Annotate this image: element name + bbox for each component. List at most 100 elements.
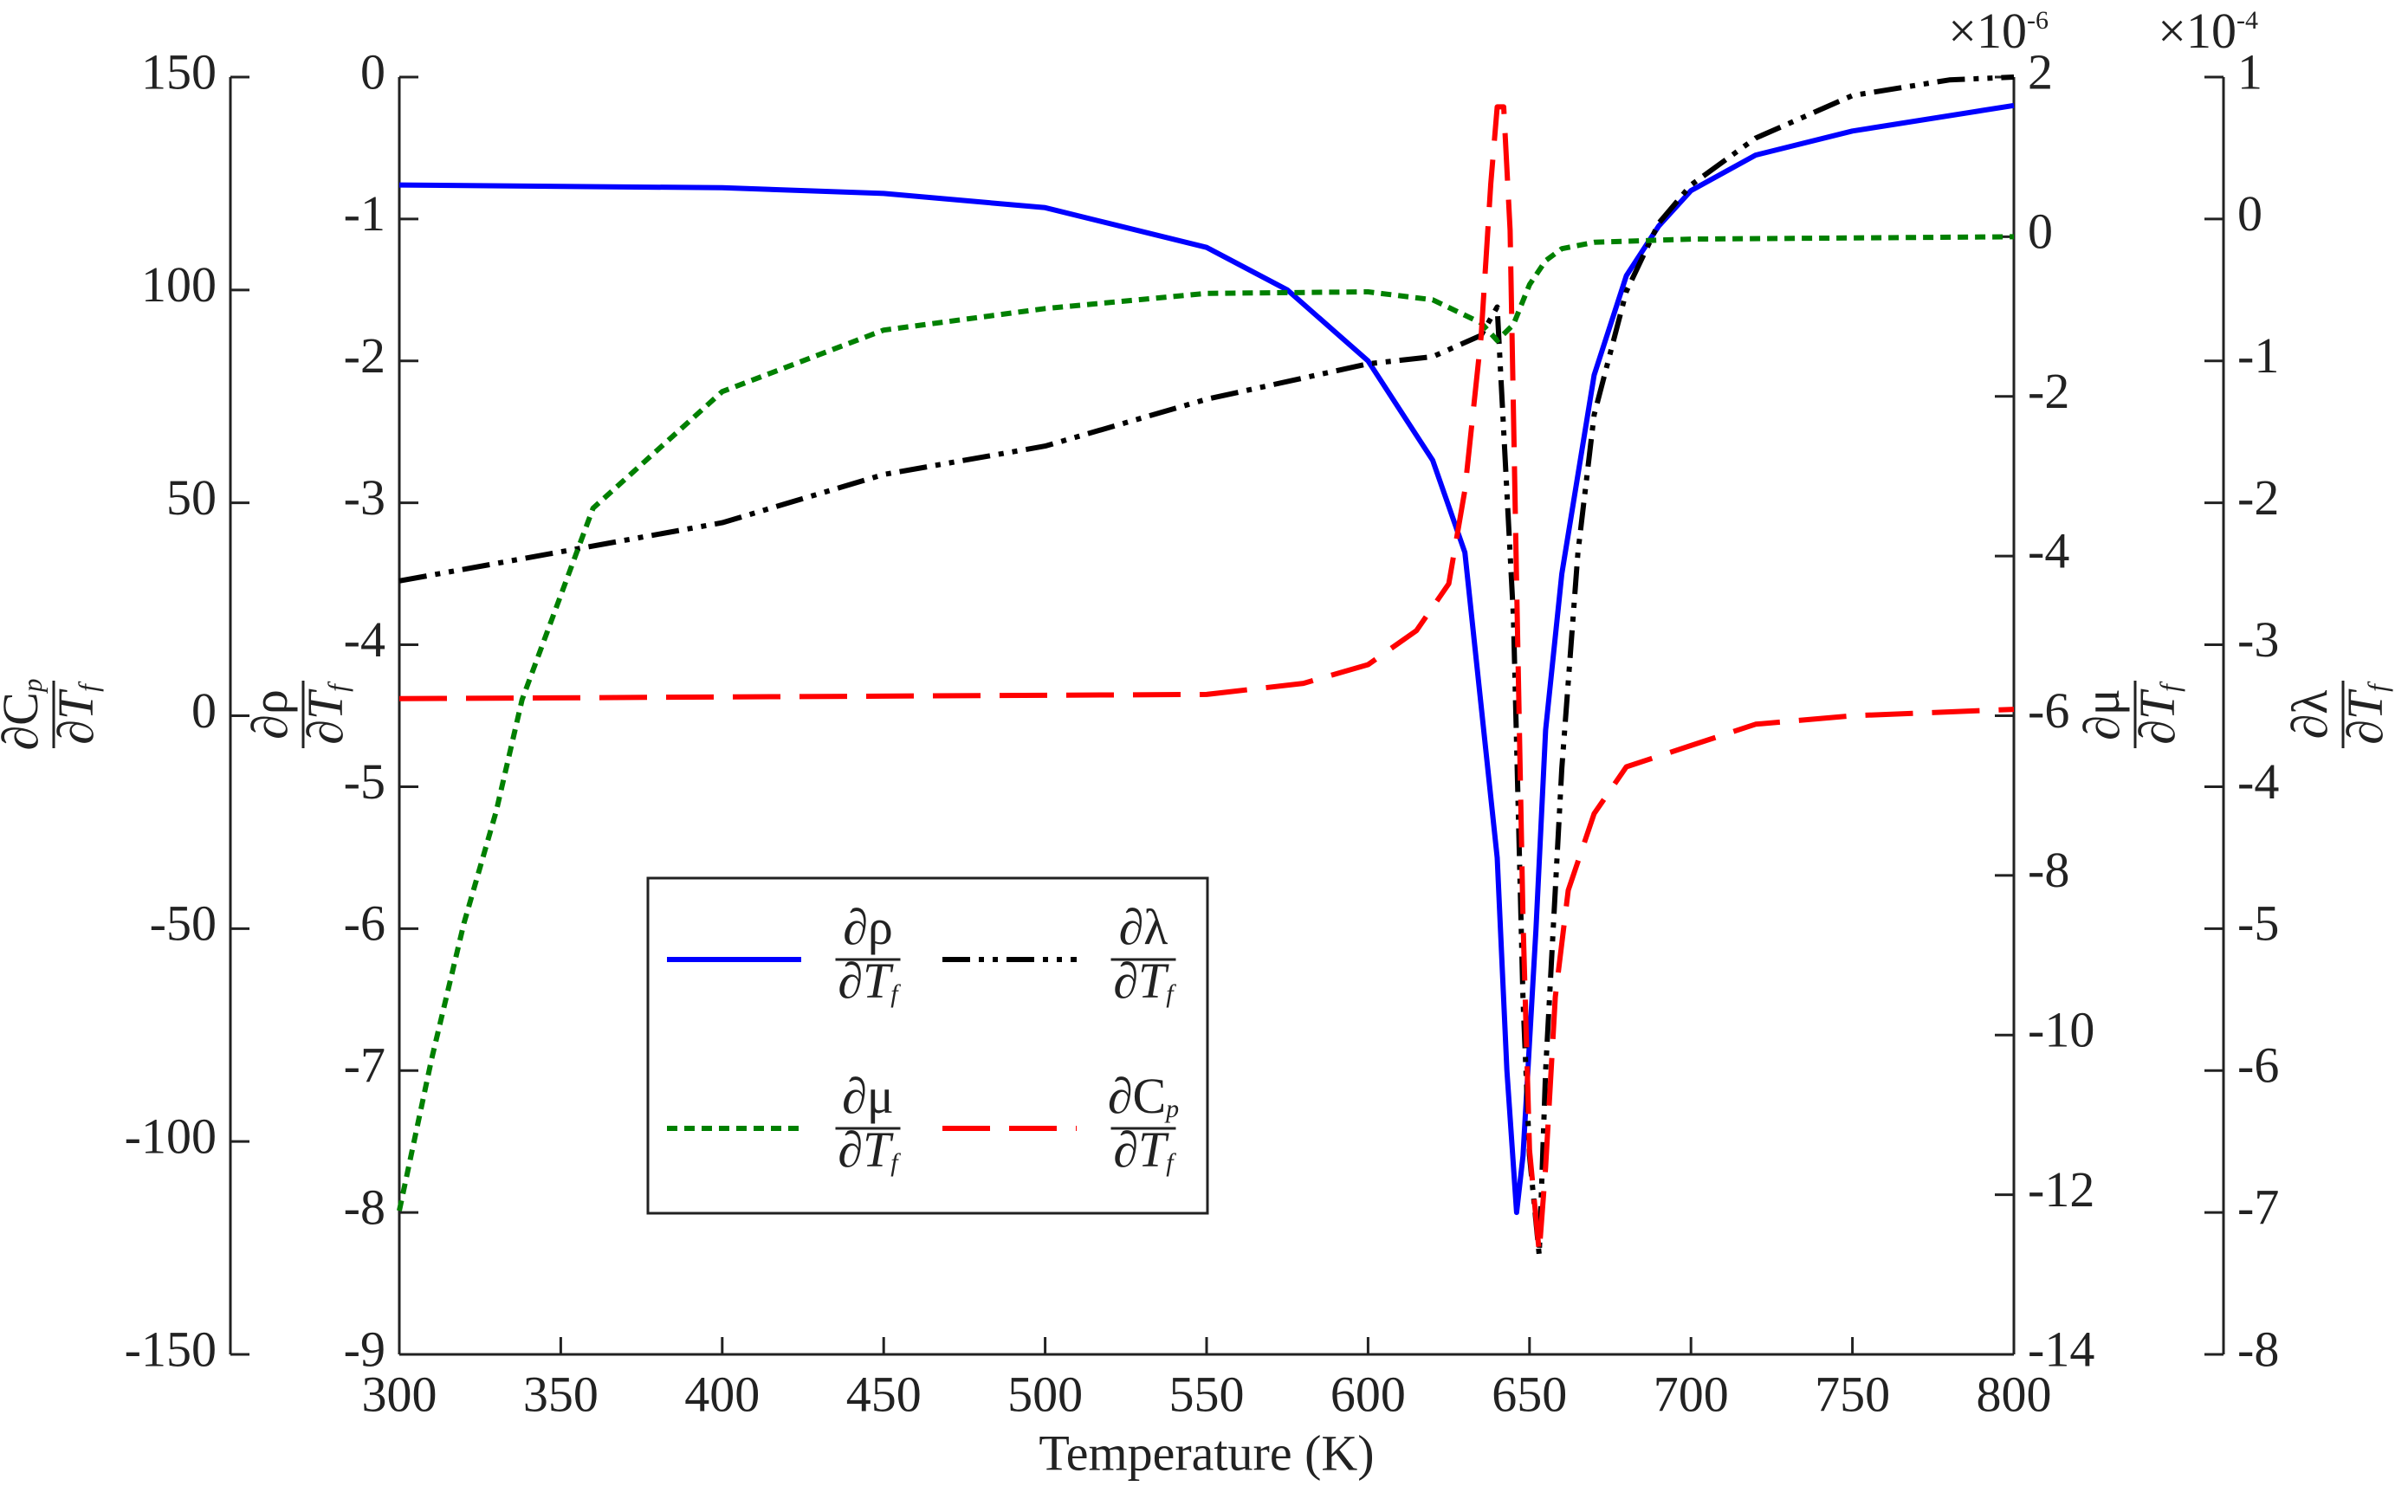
- fraction: ∂λ∂Tf: [1110, 899, 1176, 1009]
- legend: ∂ρ∂Tf∂λ∂Tf∂μ∂Tf∂Cp∂Tf: [646, 876, 1209, 1215]
- x-tick-label: 400: [684, 1366, 760, 1422]
- multiplier-exponent: -4: [2236, 6, 2258, 35]
- fraction-text: ∂ρ: [242, 689, 298, 740]
- y-tick-label: -6: [2237, 1037, 2279, 1094]
- fraction: ∂Cp∂Tf: [1108, 1068, 1179, 1178]
- fraction: ∂ρ∂Tf: [242, 681, 354, 748]
- fraction-text: ∂Cp: [0, 679, 49, 751]
- y-tick-label: -100: [125, 1108, 217, 1164]
- y-tick-label: -6: [2028, 682, 2069, 739]
- x-axis-title: Temperature (K): [1039, 1425, 1374, 1481]
- fraction-main: ∂λ: [1119, 899, 1168, 955]
- y-tick-label: 2: [2028, 43, 2053, 100]
- fraction-main: ∂μ: [842, 1068, 894, 1124]
- y-tick-label: -8: [344, 1179, 385, 1235]
- fraction-text: ∂λ: [1119, 899, 1168, 955]
- axis-multiplier: ×10-6: [1948, 3, 2049, 59]
- fraction-main: ∂T: [1113, 1121, 1169, 1178]
- fraction-text: ∂Tf: [1113, 1121, 1176, 1178]
- fraction-main: ∂C: [1108, 1068, 1166, 1124]
- y-tick-label: -6: [344, 895, 385, 952]
- y-tick-label: -50: [150, 895, 217, 952]
- y-tick-label: 0: [2028, 204, 2053, 260]
- y-tick-label: -8: [2237, 1321, 2279, 1377]
- fraction-sub: f: [323, 681, 353, 692]
- y-tick-label: 0: [360, 43, 385, 100]
- x-tick-label: 700: [1654, 1366, 1729, 1422]
- y-tick-label: -7: [2237, 1179, 2279, 1235]
- x-tick-label: 300: [362, 1366, 437, 1422]
- fraction: ∂μ∂Tf: [835, 1068, 901, 1178]
- fraction-main: ∂T: [2338, 688, 2394, 745]
- y-tick-label: -4: [344, 611, 385, 668]
- y-tick-label: -10: [2028, 1002, 2094, 1058]
- y-tick-label: -2: [344, 327, 385, 384]
- y-tick-label: 150: [141, 43, 217, 100]
- series-line: [397, 234, 2015, 1212]
- x-tick-label: 650: [1492, 1366, 1567, 1422]
- fraction-main: ∂T: [838, 953, 894, 1009]
- fraction-main: ∂C: [0, 692, 49, 750]
- fraction-text: ∂Tf: [838, 1121, 901, 1178]
- y-tick-label: 100: [141, 256, 217, 313]
- y-tick-label: -7: [344, 1037, 385, 1094]
- fraction-sub: p: [17, 679, 48, 695]
- multiplier-exponent: -6: [2027, 6, 2049, 35]
- fraction-sub: f: [2155, 681, 2185, 692]
- fraction-main: ∂T: [298, 688, 354, 745]
- y-tick-label: -2: [2028, 363, 2069, 419]
- fraction-main: ∂λ: [2282, 690, 2338, 740]
- fraction: ∂μ∂Tf: [2074, 681, 2186, 748]
- y-tick-label: 0: [2237, 185, 2262, 242]
- y-tick-label: -5: [344, 753, 385, 810]
- y-tick-label: -4: [2237, 753, 2279, 810]
- fraction-text: ∂Tf: [2338, 681, 2394, 745]
- x-tick-label: 350: [523, 1366, 599, 1422]
- y-tick-label: -5: [2237, 895, 2279, 952]
- fraction-main: ∂μ: [2074, 688, 2130, 740]
- legend-box: [646, 876, 1209, 1215]
- x-tick-label: 750: [1815, 1366, 1890, 1422]
- x-tick-label: 550: [1169, 1366, 1245, 1422]
- fraction-text: ∂Tf: [298, 681, 354, 745]
- fraction-sub: p: [1164, 1095, 1179, 1123]
- fraction-text: ∂μ: [842, 1068, 894, 1124]
- fraction-sub: f: [74, 681, 104, 692]
- axis-multiplier: ×10-4: [2158, 3, 2258, 59]
- multiplier-base: ×10: [2158, 3, 2236, 59]
- fraction-main: ∂T: [838, 1121, 894, 1178]
- y-tick-label: -1: [2237, 327, 2279, 384]
- y-tick-label: -3: [2237, 611, 2279, 668]
- y-tick-label: -14: [2028, 1321, 2094, 1377]
- y-tick-label: -8: [2028, 842, 2069, 898]
- fraction-text: ∂λ: [2282, 690, 2338, 740]
- fraction-main: ∂T: [49, 688, 105, 745]
- y-tick-label: -150: [125, 1321, 217, 1377]
- y-tick-label: -2: [2237, 469, 2279, 526]
- fraction-text: ∂Tf: [2130, 681, 2186, 745]
- fraction-main: ∂ρ: [843, 899, 893, 955]
- fraction-text: ∂Tf: [1113, 953, 1176, 1009]
- y-tick-label: -1: [344, 185, 385, 242]
- y-tick-label: 1: [2237, 43, 2262, 100]
- y-tick-label: -4: [2028, 522, 2069, 578]
- series-line: [398, 104, 2015, 1255]
- x-tick-label: 800: [1977, 1366, 2052, 1422]
- y-tick-label: -12: [2028, 1161, 2094, 1218]
- x-tick-label: 450: [846, 1366, 922, 1422]
- fraction-main: ∂T: [2130, 688, 2186, 745]
- fraction-main: ∂T: [1113, 953, 1169, 1009]
- y-tick-label: -3: [344, 469, 385, 526]
- fraction-text: ∂Tf: [49, 681, 105, 745]
- y-tick-label: -9: [344, 1321, 385, 1377]
- y-tick-label: 50: [166, 469, 217, 526]
- multiplier-base: ×10: [1948, 3, 2027, 59]
- fraction: ∂ρ∂Tf: [835, 899, 901, 1009]
- fraction-text: ∂Cp: [1108, 1068, 1179, 1124]
- fraction-text: ∂ρ: [843, 899, 893, 955]
- fraction: ∂λ∂Tf: [2282, 681, 2394, 748]
- fraction: ∂Cp∂Tf: [0, 679, 105, 751]
- x-tick-label: 600: [1330, 1366, 1406, 1422]
- fraction-text: ∂Tf: [838, 953, 901, 1009]
